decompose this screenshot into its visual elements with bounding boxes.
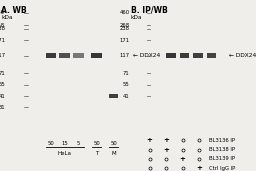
Text: 50: 50 (110, 141, 117, 146)
Text: 31: 31 (0, 105, 5, 110)
Text: 50: 50 (93, 141, 100, 146)
Text: T: T (95, 151, 98, 156)
Text: ← DDX24: ← DDX24 (133, 53, 160, 58)
Bar (109, 94, 118, 98)
Text: 268: 268 (120, 23, 130, 28)
Text: kDa: kDa (131, 15, 142, 19)
Text: 238: 238 (0, 27, 5, 31)
Text: kDa: kDa (1, 15, 13, 19)
Bar (46, 53, 56, 58)
Bar (91, 53, 102, 58)
Text: +: + (196, 165, 202, 171)
Text: 238: 238 (120, 27, 130, 31)
Text: 41: 41 (0, 94, 5, 98)
Text: 460: 460 (0, 10, 5, 15)
Text: HeLa: HeLa (58, 151, 72, 156)
Text: 117: 117 (120, 53, 130, 58)
Text: 71: 71 (0, 71, 5, 76)
Bar (193, 53, 203, 58)
Text: 50: 50 (48, 141, 54, 146)
Text: M: M (111, 151, 116, 156)
Bar (180, 53, 189, 58)
Text: 5: 5 (77, 141, 80, 146)
Text: 71: 71 (123, 71, 130, 76)
Bar (59, 53, 70, 58)
Bar (207, 53, 216, 58)
Text: 268: 268 (0, 23, 5, 28)
Text: B. IP/WB: B. IP/WB (131, 6, 167, 15)
Text: 460: 460 (120, 10, 130, 15)
Text: +: + (163, 147, 169, 153)
Text: ← DDX24: ← DDX24 (229, 53, 256, 58)
Text: 15: 15 (61, 141, 68, 146)
Text: +: + (163, 137, 169, 143)
Text: 55: 55 (123, 82, 130, 87)
Text: BL3139 IP: BL3139 IP (209, 156, 235, 161)
Text: BL3136 IP: BL3136 IP (209, 138, 235, 143)
Text: +: + (180, 156, 186, 162)
Bar (73, 53, 84, 58)
Text: +: + (147, 137, 153, 143)
Text: BL3138 IP: BL3138 IP (209, 147, 235, 152)
Text: Ctrl IgG IP: Ctrl IgG IP (209, 166, 235, 171)
Text: 55: 55 (0, 82, 5, 87)
Text: 117: 117 (0, 53, 5, 58)
Text: 171: 171 (0, 38, 5, 43)
Text: A. WB: A. WB (1, 6, 27, 15)
Bar (166, 53, 176, 58)
Text: 41: 41 (123, 94, 130, 98)
Text: 171: 171 (120, 38, 130, 43)
